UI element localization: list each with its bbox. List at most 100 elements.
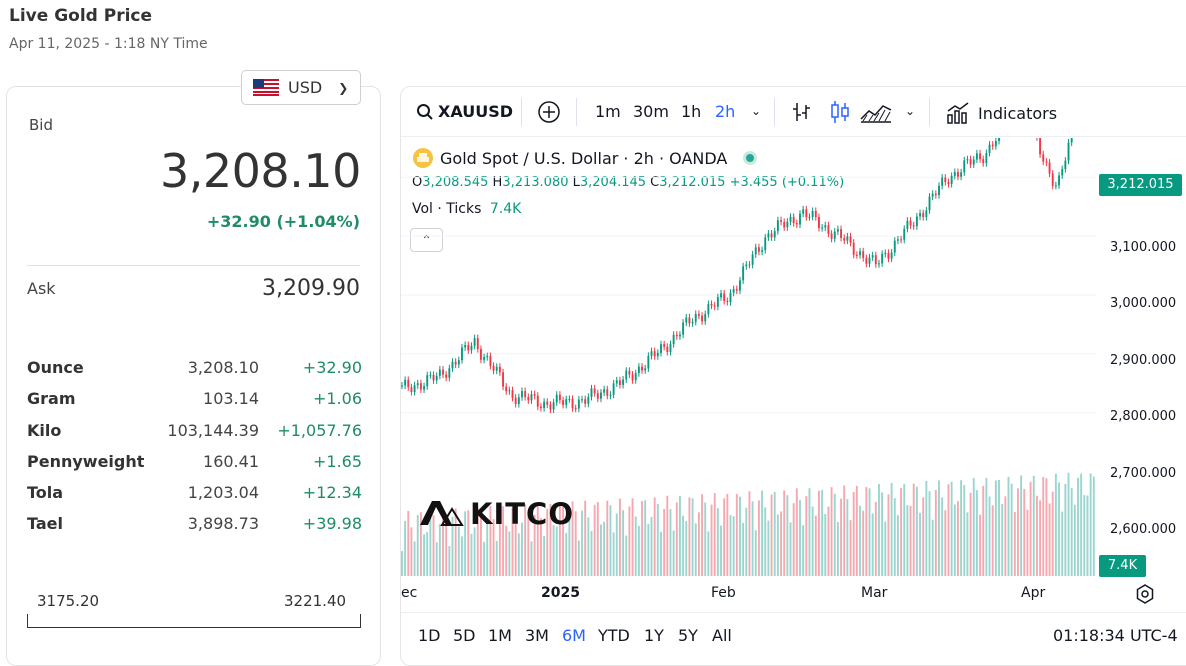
volume-bar — [473, 527, 476, 576]
candle-body — [735, 289, 738, 291]
candle-body — [792, 216, 795, 224]
volume-bar — [900, 488, 903, 576]
unit-change: +1,057.76 — [277, 421, 362, 440]
volume-bar — [1023, 489, 1026, 576]
volume-bar — [470, 533, 473, 576]
candle-body — [821, 227, 824, 229]
candle-body — [461, 347, 463, 361]
candle-body — [432, 374, 435, 381]
range-1d[interactable]: 1D — [418, 626, 441, 645]
range-all[interactable]: All — [712, 626, 732, 645]
volume-bar — [536, 503, 539, 576]
gear-icon[interactable] — [1135, 584, 1155, 604]
candle-body — [540, 406, 542, 409]
volume-bar — [795, 488, 798, 576]
candle-body — [716, 297, 719, 307]
volume-bar — [685, 521, 688, 576]
volume-bar — [811, 506, 814, 576]
interval-1h[interactable]: 1h — [681, 102, 702, 121]
volume-bar — [1010, 483, 1013, 576]
volume-bar — [492, 519, 495, 576]
range-5y[interactable]: 5Y — [678, 626, 698, 645]
change-value: +3.455 (+0.11%) — [729, 175, 845, 190]
y-tick-label: 2,600.000 — [1110, 522, 1177, 537]
candle-body — [628, 370, 631, 375]
volume-bar — [868, 488, 871, 576]
candle-body — [720, 293, 722, 298]
currency-select[interactable]: USD ❯ — [241, 70, 361, 105]
price-chart[interactable] — [401, 138, 1186, 576]
volume-label: Vol · Ticks — [412, 201, 482, 217]
candle-body — [486, 356, 489, 358]
unit-row: Gram 103.14 +1.06 — [27, 389, 362, 413]
volume-bar — [543, 535, 546, 576]
candle-body — [957, 172, 959, 177]
range-ytd[interactable]: YTD — [598, 626, 630, 645]
volume-bar — [1032, 475, 1035, 576]
candle-body — [998, 138, 1000, 142]
candle-body — [650, 351, 653, 356]
volume-bar — [963, 485, 966, 576]
candle-body — [603, 389, 606, 393]
candle-body — [840, 229, 843, 238]
add-symbol-icon[interactable] — [537, 100, 561, 124]
range-1m[interactable]: 1M — [488, 626, 512, 645]
candle-body — [663, 344, 666, 347]
candle-body — [710, 303, 713, 306]
volume-bar — [688, 497, 691, 576]
candle-body — [928, 196, 931, 211]
candle-body — [925, 210, 928, 218]
volume-bar — [1020, 475, 1023, 576]
open-value: 3,208.545 — [422, 175, 489, 190]
chart-title: Gold Spot / U.S. Dollar · 2h · OANDA — [440, 148, 728, 168]
volume-bar — [783, 490, 786, 576]
candle-body — [900, 239, 903, 241]
high-value: 3,213.080 — [502, 175, 569, 190]
candle-body — [748, 264, 751, 266]
volume-bar — [555, 526, 558, 576]
candle-body — [593, 388, 596, 394]
interval-2h[interactable]: 2h — [715, 102, 736, 121]
unit-price: 160.41 — [203, 452, 259, 471]
candle-body — [745, 264, 748, 267]
range-6m[interactable]: 6M — [562, 626, 586, 645]
chevron-down-icon[interactable]: ⌄ — [905, 104, 916, 118]
symbol-name: XAUUSD — [438, 102, 514, 121]
interval-30m[interactable]: 30m — [633, 102, 669, 121]
volume-bar — [476, 507, 479, 576]
indicators-button[interactable]: Indicators — [946, 102, 1057, 124]
candle-body — [915, 216, 918, 227]
candle-body — [669, 344, 672, 352]
candle-body — [631, 374, 634, 381]
range-1y[interactable]: 1Y — [644, 626, 664, 645]
area-chart-icon[interactable] — [860, 101, 892, 123]
volume-bar — [609, 505, 612, 576]
symbol-search[interactable]: XAUUSD — [416, 102, 513, 121]
candle-body — [521, 391, 523, 398]
volume-bar — [517, 533, 520, 576]
range-3m[interactable]: 3M — [525, 626, 549, 645]
candles-icon[interactable] — [829, 100, 851, 124]
candle-body — [530, 394, 533, 401]
candle-body — [814, 211, 817, 218]
volume-bar — [416, 515, 419, 576]
interval-1m[interactable]: 1m — [595, 102, 621, 121]
candle-body — [754, 247, 757, 255]
candle-body — [975, 153, 978, 160]
bar-style-icon[interactable] — [791, 101, 813, 123]
collapse-legend-button[interactable]: ⌃ — [410, 228, 443, 252]
chevron-down-icon[interactable]: ⌄ — [751, 104, 762, 118]
candle-body — [492, 365, 495, 371]
volume-bar — [751, 501, 754, 576]
volume-bar — [457, 526, 460, 576]
candle-body — [612, 383, 615, 395]
candle-body — [527, 397, 530, 401]
volume-bar — [568, 518, 571, 576]
unit-price: 103,144.39 — [167, 421, 259, 440]
range-5d[interactable]: 5D — [453, 626, 476, 645]
volume-bar — [972, 478, 975, 576]
volume-bar — [577, 540, 580, 576]
volume-bar — [584, 500, 587, 576]
candle-body — [697, 313, 700, 316]
y-tick-label: 3,100.000 — [1110, 240, 1177, 255]
